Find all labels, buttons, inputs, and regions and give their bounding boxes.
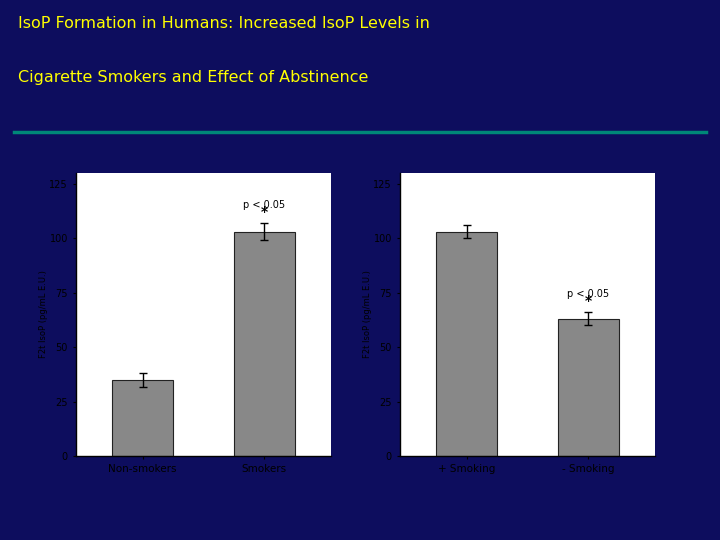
- Bar: [436, 232, 497, 456]
- Bar: [234, 232, 294, 456]
- Y-axis label: F2t IsoP (pg/mL E.U.): F2t IsoP (pg/mL E.U.): [39, 271, 48, 359]
- Y-axis label: F2t IsoP (pg/mL E.U.): F2t IsoP (pg/mL E.U.): [363, 271, 372, 359]
- Text: Cigarette Smokers and Effect of Abstinence: Cigarette Smokers and Effect of Abstinen…: [18, 70, 369, 85]
- Text: p < 0.05: p < 0.05: [567, 289, 609, 299]
- Bar: [558, 319, 618, 456]
- Bar: [112, 380, 173, 456]
- Text: IsoP Formation in Humans: Increased IsoP Levels in: IsoP Formation in Humans: Increased IsoP…: [18, 16, 430, 31]
- Text: *: *: [585, 294, 592, 308]
- Text: p < 0.05: p < 0.05: [243, 200, 285, 210]
- Text: *: *: [261, 205, 268, 219]
